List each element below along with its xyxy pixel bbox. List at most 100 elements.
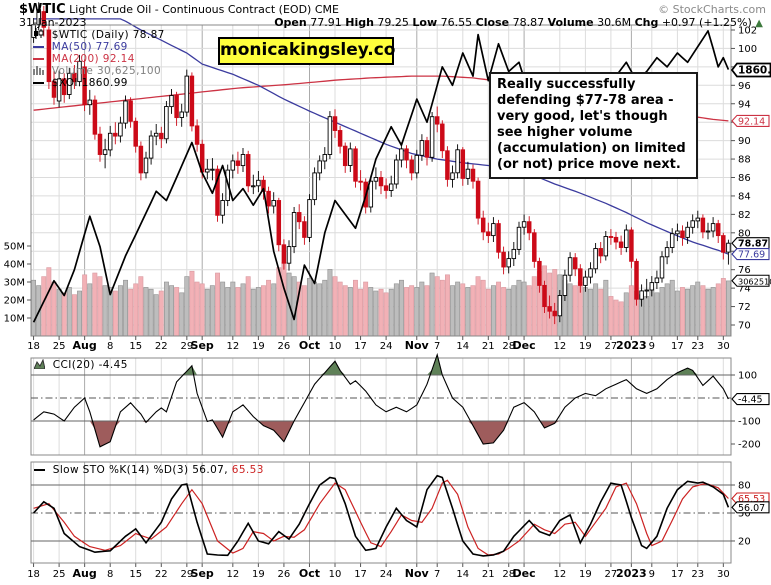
date-tick-label: 14 xyxy=(456,569,469,580)
svg-text:65.53: 65.53 xyxy=(738,494,765,505)
date-tick-label: 2023 xyxy=(616,339,647,352)
date-tick-label: Oct xyxy=(299,567,320,580)
date-tick-label: Nov xyxy=(405,567,430,580)
svg-text:-4.45: -4.45 xyxy=(738,395,763,406)
date-tick-label: Aug xyxy=(73,567,97,580)
date-tick-label: 19 xyxy=(579,569,592,580)
date-tick-label: 17 xyxy=(671,341,684,352)
volume-label: Volume xyxy=(547,16,594,29)
price-tick-label: 100 xyxy=(738,44,757,55)
legend-ma50: MA(50) 77.69 xyxy=(33,41,128,54)
date-tick-label: 12 xyxy=(553,569,566,580)
date-tick-label: 23 xyxy=(691,569,704,580)
legend-cci-label: CCI(20) -4.45 xyxy=(52,359,128,371)
date-tick-label: 21 xyxy=(482,569,495,580)
volume-bars xyxy=(31,261,731,337)
date-tick-label: 10 xyxy=(329,341,342,352)
date-tick-label: 23 xyxy=(691,341,704,352)
legend-wtic-label: $WTIC (Daily) 78.87 xyxy=(51,29,165,41)
high-value: 79.25 xyxy=(377,16,409,29)
svg-text:56.07: 56.07 xyxy=(738,503,765,514)
sto-line-icon xyxy=(34,465,45,477)
chart-title: $WTIC Light Crude Oil - Continuous Contr… xyxy=(19,2,339,17)
volume-bars-icon xyxy=(33,65,44,78)
symbol: $WTIC xyxy=(19,2,66,17)
legend-wtic: $WTIC (Daily) 78.87 xyxy=(33,28,165,42)
cci-band-fill xyxy=(31,421,731,447)
price-tick-label: 86 xyxy=(738,173,751,184)
legend-volume: Volume 30,625,100 xyxy=(33,65,161,78)
date-tick-label: 25 xyxy=(53,569,66,580)
chart-date: 31-Jan-2023 xyxy=(19,16,87,29)
volume-tick-label: 40M xyxy=(4,260,25,271)
legend-xoi-label: $XOI 1860.99 xyxy=(51,77,128,89)
legend-sto: Slow STO %K(14) %D(3) 56.07, 65.53 xyxy=(34,464,264,477)
date-tick-label: 17 xyxy=(354,341,367,352)
date-tick-label: 12 xyxy=(553,341,566,352)
date-tick-label: 9 xyxy=(649,569,655,580)
sto-tick-label: 50 xyxy=(738,508,751,519)
axis-value-box xyxy=(731,114,770,127)
axis-value-box xyxy=(731,237,770,250)
date-tick-label: 8 xyxy=(107,569,113,580)
quote-summary: Open 77.91 High 79.25 Low 76.55 Close 78… xyxy=(274,16,763,29)
close-label: Close xyxy=(475,16,510,29)
price-tick-label: 94 xyxy=(738,99,751,110)
svg-text:30625100: 30625100 xyxy=(738,276,771,286)
price-tick-label: 96 xyxy=(738,81,751,92)
date-tick-label: 26 xyxy=(278,569,291,580)
date-tick-label: 7 xyxy=(434,569,440,580)
price-tick-label: 72 xyxy=(738,302,751,313)
axis-value-box xyxy=(731,274,770,287)
date-tick-label: 30 xyxy=(717,341,730,352)
date-tick-label: 14 xyxy=(456,341,469,352)
cci-line xyxy=(33,352,729,448)
chg-up-triangle-icon: ▲ xyxy=(755,18,763,29)
sto-tick-label: 20 xyxy=(738,536,751,547)
date-tick-label: 22 xyxy=(155,569,168,580)
price-tick-label: 82 xyxy=(738,210,751,221)
close-value: 78.87 xyxy=(512,16,545,29)
high-label: High xyxy=(345,16,374,29)
date-tick-label: 18 xyxy=(27,341,40,352)
xoi-line-icon xyxy=(33,78,44,90)
date-tick-label: 29 xyxy=(180,341,193,352)
low-value: 76.55 xyxy=(440,16,473,29)
price-tick-label: 84 xyxy=(738,191,751,202)
axis-value-box xyxy=(731,248,770,261)
date-tick-label: 28 xyxy=(502,569,515,580)
price-tick-label: 70 xyxy=(738,321,751,332)
date-tick-label: 27 xyxy=(605,569,618,580)
annotation-note: Really successfully defending $77-78 are… xyxy=(489,72,698,179)
instrument-name: Light Crude Oil - Continuous Contract (E… xyxy=(69,3,339,16)
volume-tick-label: 50M xyxy=(4,242,25,253)
sto-d-line xyxy=(33,479,729,556)
date-tick-label: 10 xyxy=(329,569,342,580)
price-tick-label: 90 xyxy=(738,136,751,147)
price-tick-label: 74 xyxy=(738,284,751,295)
date-tick-label: Dec xyxy=(513,339,536,352)
ma200-line-icon xyxy=(33,54,44,66)
date-tick-label: 12 xyxy=(226,569,239,580)
stockcharts-copyright: © StockCharts.com xyxy=(658,3,766,16)
site-banner: monicakingsley.co xyxy=(218,37,396,65)
svg-text:77.69: 77.69 xyxy=(738,250,765,261)
cci-histogram-icon xyxy=(33,358,46,372)
legend-volume-label: Volume 30,625,100 xyxy=(51,65,162,77)
date-tick-label: 24 xyxy=(380,569,393,580)
date-tick-label: 19 xyxy=(579,341,592,352)
cci-tick-label: 100 xyxy=(738,371,757,382)
date-tick-label: 21 xyxy=(482,341,495,352)
date-tick-label: Nov xyxy=(405,339,430,352)
date-tick-label: 25 xyxy=(53,341,66,352)
volume-value: 30.6M xyxy=(597,16,632,29)
date-tick-label: 9 xyxy=(649,341,655,352)
date-tick-label: Aug xyxy=(73,339,97,352)
open-value: 77.91 xyxy=(310,16,342,29)
chg-label: Chg xyxy=(634,16,659,29)
date-tick-label: Sep xyxy=(191,567,214,580)
ma50-line xyxy=(33,18,729,255)
sto-tick-label: 80 xyxy=(738,481,751,492)
volume-tick-label: 10M xyxy=(4,314,25,325)
